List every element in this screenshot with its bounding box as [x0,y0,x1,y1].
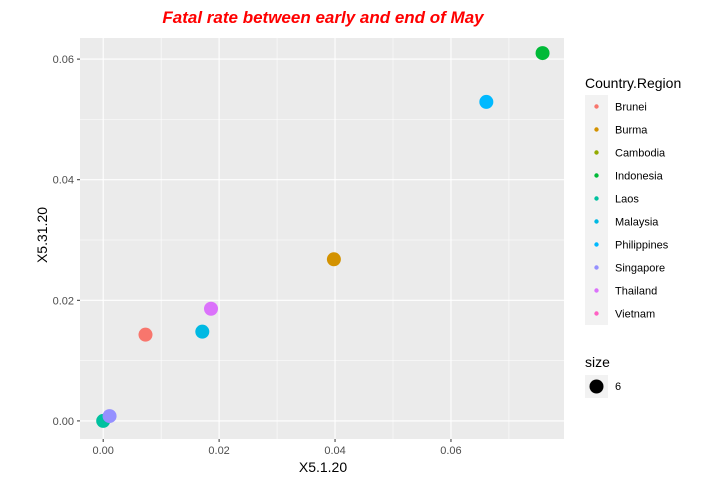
legend-key-laos [594,196,599,201]
x-axis-label: X5.1.20 [299,459,347,475]
legend-key-singapore [594,265,599,270]
point-philippines [479,94,494,109]
point-singapore [102,409,117,424]
legend-label-philippines: Philippines [615,240,669,252]
minor-gridlines [80,38,564,439]
size-legend-key-dot [589,379,604,394]
y-tick-label: 0.06 [53,54,74,66]
legend-label-malaysia: Malaysia [615,217,659,229]
color-legend-items: Brunei Burma Cambodia Indonesia Laos Malaysia… [585,95,669,325]
legend-label-indonesia: Indonesia [615,171,664,183]
legend-label-brunei: Brunei [615,102,647,114]
legend-label-cambodia: Cambodia [615,148,666,160]
legend-key-burma [594,127,599,132]
legend-key-malaysia [594,219,599,224]
point-burma [326,252,341,267]
data-points [96,46,550,428]
legend-label-singapore: Singapore [615,263,665,275]
x-axis-ticks: 0.00 0.02 0.04 0.06 [92,439,462,457]
legend-label-laos: Laos [615,194,639,206]
legend-label-burma: Burma [615,125,648,137]
size-legend-title: size [585,354,610,370]
legend-key-philippines [594,242,599,247]
x-tick-label: 0.02 [208,445,229,457]
legend-key-thailand [594,288,599,293]
y-tick-label: 0.00 [53,416,74,428]
size-legend-label: 6 [615,381,621,393]
color-legend-title: Country.Region [585,75,681,91]
y-axis-label: X5.31.20 [34,207,50,263]
major-gridlines [80,38,564,439]
x-tick-label: 0.06 [440,445,461,457]
y-axis-ticks: 0.00 0.02 0.04 0.06 [53,54,80,428]
point-brunei [138,327,153,342]
point-thailand [203,301,218,316]
legend-label-thailand: Thailand [615,286,657,298]
x-tick-label: 0.04 [324,445,345,457]
y-tick-label: 0.02 [53,295,74,307]
legend-key-vietnam [594,311,599,316]
legend-key-cambodia [594,150,599,155]
point-indonesia [535,46,550,61]
legend-key-brunei [594,104,599,109]
point-malaysia [195,324,210,339]
legend-key-indonesia [594,173,599,178]
legend-label-vietnam: Vietnam [615,309,655,321]
chart-title: Fatal rate between early and end of May [162,8,485,27]
y-tick-label: 0.04 [53,175,74,187]
legend: Country.Region Brunei Burma Cambodia Indone… [585,75,681,398]
x-tick-label: 0.00 [92,445,113,457]
